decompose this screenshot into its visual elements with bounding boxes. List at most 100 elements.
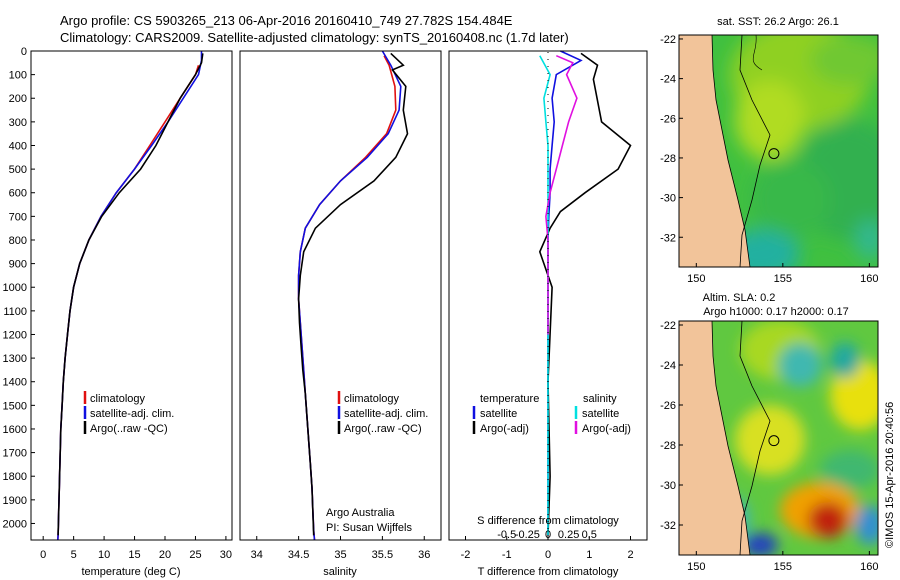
y-tick-label: 1100	[3, 306, 27, 318]
s-tick-label: 0.5	[582, 529, 597, 541]
temperature-legend: climatology satellite-adj. clim. Argo(..…	[83, 391, 174, 435]
legend-satellite: satellite-adj. clim.	[90, 408, 174, 420]
legend-t-satellite: satellite	[480, 408, 517, 420]
x-tick-label: 0	[545, 549, 551, 561]
x-tick-label: 1	[586, 549, 592, 561]
salinity-xlabel: salinity	[323, 566, 357, 578]
s-tick-label: 0.25	[558, 529, 579, 541]
x-tick-label: 0	[40, 549, 46, 561]
y-tick-label: 1000	[3, 282, 27, 294]
series-line-salinity-0	[297, 55, 397, 541]
lat-tick-label: -24	[660, 74, 676, 86]
y-tick-label: 400	[9, 140, 27, 152]
y-tick-label: 1900	[3, 495, 27, 507]
y-tick-label: 1800	[3, 471, 27, 483]
x-tick-label: -1	[502, 549, 512, 561]
s-difference-ticks: -0.5-0.25 0 0.25 0.5	[497, 529, 597, 541]
temperature-series	[57, 51, 204, 541]
y-tick-label: 2000	[3, 518, 27, 530]
legend-climatology: climatology	[90, 393, 146, 405]
lat-tick-label: -30	[660, 480, 676, 492]
t-difference-xlabel: T difference from climatology	[478, 566, 619, 578]
sla-map-title2: Argo h1000: 0.17 h2000: 0.17	[703, 306, 849, 318]
sst-map-frame	[678, 34, 879, 268]
legend-climatology: climatology	[344, 393, 400, 405]
annotation-argo-australia: Argo Australia	[326, 507, 395, 519]
series-line-temperature-1	[57, 51, 203, 541]
legend-s-satellite: satellite	[582, 408, 619, 420]
legend-argo: Argo(..raw -QC)	[90, 423, 168, 435]
y-tick-label: 500	[9, 164, 27, 176]
y-tick-label: 0	[21, 46, 27, 58]
sla-argo-position-marker	[768, 435, 780, 447]
t-difference-ticks: -2 -1 0 1 2	[461, 536, 634, 561]
legend-argo: Argo(..raw -QC)	[344, 423, 422, 435]
y-tick-label: 100	[9, 70, 27, 82]
sla-land	[679, 321, 750, 555]
series-line-differences-3	[545, 54, 578, 335]
temperature-xlabel: temperature (deg C)	[81, 566, 180, 578]
difference-series	[538, 50, 632, 536]
x-tick-label: 25	[189, 549, 201, 561]
y-tick-label: 1700	[3, 448, 27, 460]
sst-coastline	[711, 35, 751, 267]
salinity-axes-frame	[239, 50, 442, 541]
legend-satellite: satellite-adj. clim.	[344, 408, 428, 420]
sla-lat-ticks: -22 -24 -26 -28 -30 -32	[660, 320, 683, 532]
y-tick-label: 1200	[3, 329, 27, 341]
y-tick-label: 300	[9, 117, 27, 129]
sla-map: Altim. SLA: 0.2 Argo h1000: 0.17 h2000: …	[660, 292, 878, 573]
lat-tick-label: -22	[660, 320, 676, 332]
temperature-panel: 0100200300400500600700800900100011001200…	[3, 46, 233, 578]
y-tick-label: 200	[9, 93, 27, 105]
sst-argo-position-marker	[768, 148, 780, 160]
s-difference-xlabel: S difference from climatology	[477, 515, 619, 527]
lon-tick-label: 160	[860, 561, 878, 573]
y-tick-label: 1400	[3, 377, 27, 389]
header-line1: Argo profile: CS 5903265_213 06-Apr-2016…	[60, 13, 513, 28]
lat-tick-label: -26	[660, 400, 676, 412]
lat-tick-label: -30	[660, 193, 676, 205]
sst-lon-ticks: 150 155 160	[687, 263, 879, 285]
x-tick-label: 36	[418, 549, 430, 561]
x-tick-label: 35	[334, 549, 346, 561]
s-tick-label: -0.5	[497, 529, 516, 541]
lon-tick-label: 155	[774, 273, 792, 285]
sst-map: sat. SST: 26.2 Argo: 26.1 150 155 160 -22 -…	[660, 16, 879, 285]
imos-credit: ©IMOS 15-Apr-2016 20:40:56	[884, 402, 896, 548]
sst-map-title: sat. SST: 26.2 Argo: 26.1	[717, 16, 839, 28]
x-tick-label: 20	[159, 549, 171, 561]
temperature-ticks: 0 5 10 15 20 25 30	[40, 536, 232, 561]
salinity-legend: climatology satellite-adj. clim. Argo(..…	[337, 391, 428, 435]
lat-tick-label: -32	[660, 520, 676, 532]
y-tick-label: 800	[9, 235, 27, 247]
legend-salinity-title: salinity	[583, 393, 617, 405]
sst-shelf-contour	[739, 35, 771, 267]
y-tick-label: 900	[9, 259, 27, 271]
series-line-temperature-0	[57, 64, 200, 541]
sla-shelf-contour	[739, 321, 771, 555]
salinity-ticks: 34 34.5 35 35.5 36	[251, 536, 430, 561]
lon-tick-label: 155	[774, 561, 792, 573]
y-tick-label: 1600	[3, 424, 27, 436]
legend-temperature-title: temperature	[480, 393, 539, 405]
y-tick-label: 1300	[3, 353, 27, 365]
series-line-differences-2	[539, 55, 551, 536]
s-tick-label: 0	[545, 529, 551, 541]
salinity-series	[297, 50, 409, 541]
s-tick-label: -0.25	[515, 529, 540, 541]
y-tick-label: 600	[9, 188, 27, 200]
x-tick-label: 10	[98, 549, 110, 561]
lat-tick-label: -22	[660, 34, 676, 46]
annotation-pi: PI: Susan Wijffels	[326, 522, 412, 534]
header-line2: Climatology: CARS2009. Satellite-adjuste…	[60, 30, 569, 45]
sst-lat-ticks: -22 -24 -26 -28 -30 -32	[660, 34, 683, 244]
series-line-temperature-2	[57, 53, 204, 536]
difference-legend: temperature satellite Argo(-adj) salinit…	[472, 393, 631, 435]
lat-tick-label: -24	[660, 360, 676, 372]
depth-ticks: 0 100 200 300 400 500 600 700 800 900 1000 1100 1200…	[3, 46, 35, 530]
salinity-panel: 34 34.5 35 35.5 36 salinity climatology sate…	[239, 50, 442, 578]
series-line-differences-0	[547, 50, 583, 536]
x-tick-label: -2	[461, 549, 471, 561]
